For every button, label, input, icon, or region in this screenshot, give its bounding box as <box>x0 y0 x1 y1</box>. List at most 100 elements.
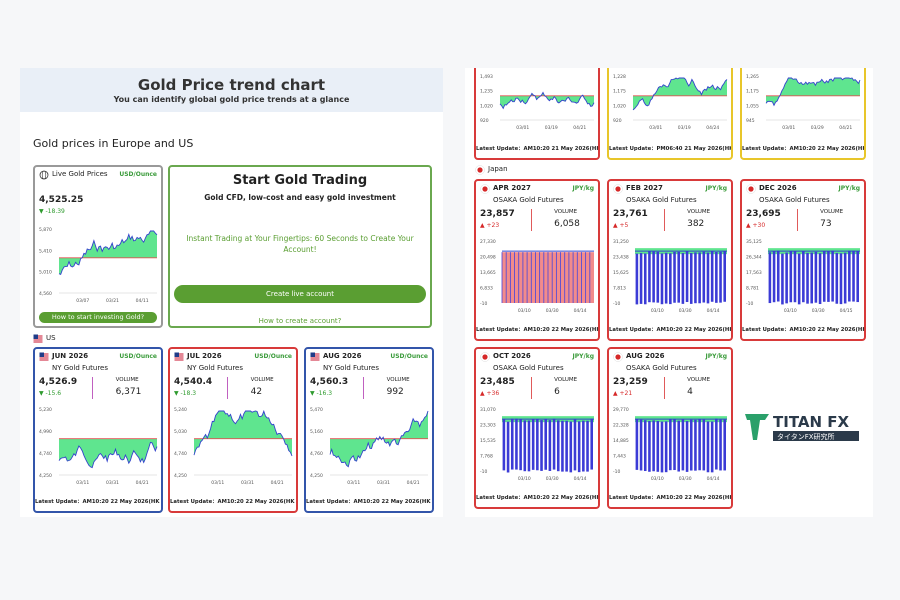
contract: FEB 2027 <box>626 184 663 192</box>
volume: 6 <box>554 387 560 397</box>
contract: APR 2027 <box>493 184 531 192</box>
y-tick-label: 1,228 <box>613 74 626 80</box>
start-investing-button[interactable]: How to start investing Gold? <box>39 312 157 323</box>
x-tick-label: 04/21 <box>407 480 420 486</box>
bar <box>789 251 793 303</box>
y-tick-label: 15,625 <box>613 270 629 276</box>
flag-stripe <box>33 341 43 343</box>
volume-label: VOLUME <box>386 377 410 383</box>
x-tick-label: 03/30 <box>546 476 559 482</box>
product-name: OSAKA Gold Futures <box>626 196 697 204</box>
y-tick-label: 27,330 <box>480 239 496 245</box>
cropped-card: 1,228 1,175 1,020 920 03/01 03/19 04/24 Latest … <box>607 68 733 160</box>
bar <box>822 250 826 302</box>
y-tick-label: 13,665 <box>480 270 496 276</box>
update-time: Latest Update：AM10:20 22 May 2026(HK Tim… <box>609 495 733 501</box>
y-tick-label: 1,265 <box>746 74 759 80</box>
y-tick-label: 5,230 <box>39 407 52 413</box>
flag-canton <box>310 352 315 357</box>
volume: 73 <box>820 219 832 229</box>
futures-card: OCT 2026 JPY/kg OSAKA Gold Futures 23,485 ▲ … <box>474 347 600 509</box>
bar <box>797 253 801 305</box>
bar <box>656 420 660 472</box>
futures-card: JUL 2026 USD/Ounce NY Gold Futures 4,540.4 ▼… <box>168 347 298 513</box>
bar <box>793 251 797 303</box>
x-tick-label: 03/10 <box>784 308 797 314</box>
divider <box>531 377 533 399</box>
x-tick-label: 04/21 <box>136 480 149 486</box>
bar <box>639 253 643 304</box>
bar <box>776 250 780 302</box>
update-time: Latest Update：PM06:40 21 May 2026(HK Tim… <box>609 146 733 152</box>
x-tick-label: 03/21 <box>106 298 119 304</box>
bar <box>582 420 585 472</box>
bar <box>648 420 651 472</box>
live-card: Live Gold Prices USD/Ounce 4,525.25 ▼ -18.3… <box>33 165 163 328</box>
change: ▼ -18.3 <box>174 390 197 397</box>
bar <box>669 419 672 471</box>
y-tick-label: 7,768 <box>480 454 493 460</box>
y-tick-label: 1,020 <box>480 103 493 109</box>
y-tick-label: 1,493 <box>480 74 493 80</box>
product-name: OSAKA Gold Futures <box>493 196 564 204</box>
bar <box>814 251 818 303</box>
unit: JPY/kg <box>572 185 594 192</box>
bar <box>677 420 680 472</box>
japan-flag <box>613 352 623 362</box>
y-tick-label: 4,740 <box>39 451 52 457</box>
price: 4,525.25 <box>39 195 84 205</box>
y-tick-label: -10 <box>613 469 620 475</box>
page-title: Gold Price trend chart <box>137 76 326 94</box>
volume-label: VOLUME <box>250 377 274 383</box>
bar <box>660 253 664 305</box>
header-band <box>20 68 443 112</box>
x-tick-label: 03/30 <box>546 308 559 314</box>
product-name: OSAKA Gold Futures <box>493 364 564 372</box>
bar <box>719 419 722 471</box>
y-tick-label: 4,250 <box>174 473 187 479</box>
bar <box>831 250 834 302</box>
x-tick-label: 04/15 <box>840 308 853 314</box>
bar <box>635 253 639 305</box>
x-tick-label: 03/30 <box>679 308 692 314</box>
product-name: NY Gold Futures <box>323 364 379 372</box>
logo-sub: タイタンFX研究所 <box>777 432 835 441</box>
bar <box>643 420 647 472</box>
y-tick-label: 7,813 <box>613 286 626 292</box>
bar <box>802 251 805 303</box>
unit: JPY/kg <box>705 353 727 360</box>
us-flag <box>39 352 49 362</box>
volume-label: VOLUME <box>687 377 711 383</box>
globe-icon <box>39 170 49 180</box>
promo-subtitle: Gold CFD, low-cost and easy gold investm… <box>204 193 396 202</box>
bar <box>710 421 714 473</box>
y-tick-label: 14,885 <box>613 438 629 444</box>
bar <box>719 251 722 303</box>
y-tick-label: 17,563 <box>746 270 762 276</box>
product-name: NY Gold Futures <box>52 364 108 372</box>
flag-stripe <box>39 359 49 361</box>
japan-flag <box>746 184 756 194</box>
bar <box>681 253 685 304</box>
promo-title: Start Gold Trading <box>232 173 368 188</box>
bar <box>715 252 718 303</box>
x-tick-label: 03/31 <box>377 480 390 486</box>
bar <box>681 419 685 471</box>
price-line <box>58 230 158 275</box>
bar <box>669 253 672 305</box>
how-to-link[interactable]: How to create account? <box>258 317 342 325</box>
create-account-button[interactable]: Create live account <box>174 285 426 303</box>
bar <box>656 251 660 303</box>
y-tick-label: 35,125 <box>746 239 762 245</box>
bar <box>635 419 639 470</box>
unit: JPY/kg <box>838 185 860 192</box>
us-flag <box>310 352 320 362</box>
price: 23,761 <box>613 209 648 219</box>
bar <box>577 421 581 473</box>
y-tick-label: 4,760 <box>310 451 323 457</box>
promo-text: Instant Trading at Your Fingertips: 60 S… <box>186 234 414 254</box>
update-time: Latest Update：AM10:20 22 May 2026(HK Tim… <box>742 146 866 152</box>
section-title: Gold prices in Europe and US <box>33 137 194 150</box>
price: 23,259 <box>613 377 648 387</box>
volume: 6,371 <box>115 387 142 397</box>
